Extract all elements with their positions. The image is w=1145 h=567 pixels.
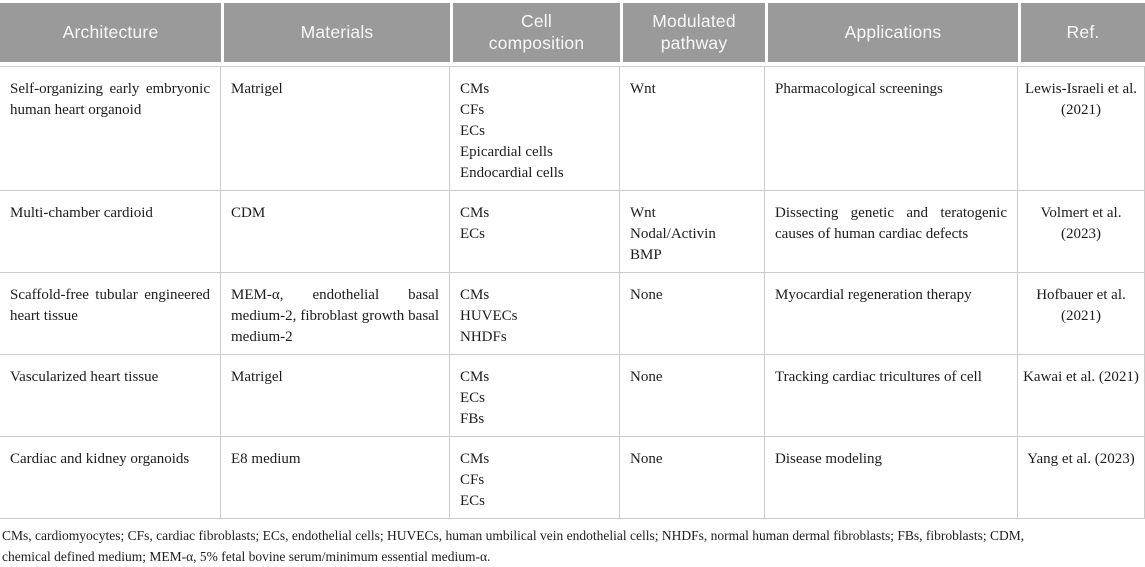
cell-ref: Kawai et al. (2021) [1018,354,1145,436]
header-label-line: Modulated [629,11,759,33]
cell-line: HUVECs [460,306,609,327]
column-header-materials: Materials [221,3,450,66]
cell-line: Wnt [630,203,754,224]
cell-architecture: Vascularized heart tissue [0,354,221,436]
column-header-ref: Ref. [1018,3,1145,66]
cell-architecture: Multi-chamber cardioid [0,190,221,272]
cell-materials: E8 medium [221,436,450,519]
table-body: Self-organizing early embryonic human he… [0,66,1145,519]
cell-ref: Hofbauer et al. (2021) [1018,272,1145,354]
cell-line: CFs [460,470,609,491]
header-label-line: Cell [459,11,614,33]
cell-line: CMs [460,79,609,100]
footnote: CMs, cardiomyocytes; CFs, cardiac fibrob… [0,526,1145,567]
cell-applications: Dissecting genetic and teratogenic cause… [765,190,1018,272]
cell-line: CMs [460,285,609,306]
header-label-line: Architecture [6,22,215,44]
cell-applications: Disease modeling [765,436,1018,519]
table-row: Scaffold-free tubular engineered heart t… [0,272,1145,354]
cell-line: Wnt [630,79,754,100]
cell-applications: Pharmacological screenings [765,66,1018,190]
cell-line: CMs [460,203,609,224]
header-label-line: composition [459,33,614,55]
cell-line: BMP [630,245,754,266]
cell-line: ECs [460,121,609,142]
cell-ref: Lewis-Israeli et al. (2021) [1018,66,1145,190]
footnote-line-1: CMs, cardiomyocytes; CFs, cardiac fibrob… [2,526,1145,547]
cell-line: Epicardial cells [460,142,609,163]
cell-line: ECs [460,388,609,409]
header-label-line: Materials [230,22,444,44]
cell-materials: MEM-α, endothelial basal medium-2, fibro… [221,272,450,354]
cell-line: None [630,449,754,470]
cell-line: Endocardial cells [460,163,609,184]
header-label-line: Ref. [1027,22,1139,44]
cell-modulated-pathway: None [620,436,765,519]
cell-ref: Volmert et al. (2023) [1018,190,1145,272]
cell-architecture: Self-organizing early embryonic human he… [0,66,221,190]
cell-line: CMs [460,367,609,388]
cell-line: ECs [460,491,609,512]
cell-line: Nodal/Activin [630,224,754,245]
column-header-applications: Applications [765,3,1018,66]
cell-line: NHDFs [460,327,609,348]
table-row: Self-organizing early embryonic human he… [0,66,1145,190]
cell-line: ECs [460,224,609,245]
cell-line: None [630,367,754,388]
cell-line: CMs [460,449,609,470]
header-label-line: pathway [629,33,759,55]
cell-line: None [630,285,754,306]
cell-line: FBs [460,409,609,430]
column-header-architecture: Architecture [0,3,221,66]
cell-applications: Tracking cardiac tricultures of cell [765,354,1018,436]
cell-materials: Matrigel [221,354,450,436]
cell-architecture: Scaffold-free tubular engineered heart t… [0,272,221,354]
footnote-line-2: chemical defined medium; MEM-α, 5% fetal… [2,547,1145,567]
cell-modulated-pathway: None [620,354,765,436]
cell-applications: Myocardial regeneration therapy [765,272,1018,354]
cell-architecture: Cardiac and kidney organoids [0,436,221,519]
cell-materials: CDM [221,190,450,272]
cell-ref: Yang et al. (2023) [1018,436,1145,519]
cell-line: CFs [460,100,609,121]
cell-modulated-pathway: Wnt [620,66,765,190]
cell-modulated-pathway: None [620,272,765,354]
header-label-line: Applications [774,22,1012,44]
cell-materials: Matrigel [221,66,450,190]
